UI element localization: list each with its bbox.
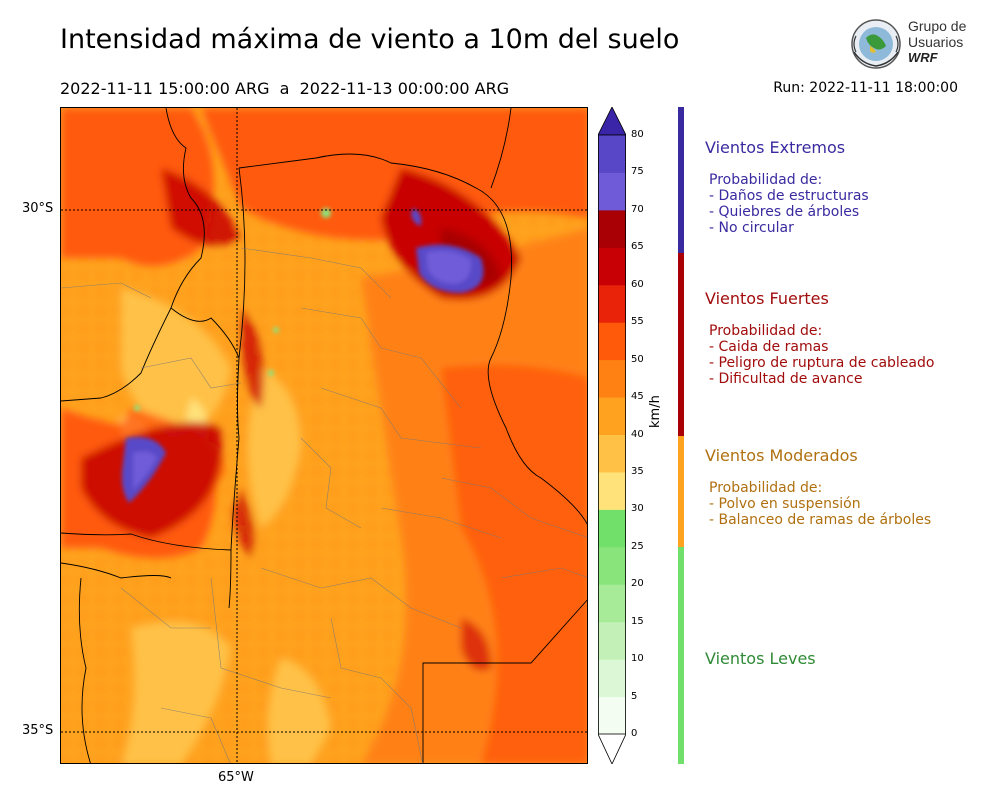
moderate-winds-item: - Balanceo de ramas de árboles — [709, 512, 932, 528]
logo-text: Grupo de Usuarios WRF — [908, 18, 966, 66]
extreme-category-bar — [678, 107, 684, 253]
colorbar-segment — [598, 584, 626, 623]
colorbar-segment — [598, 696, 626, 735]
colorbar-tick-label: 75 — [631, 166, 644, 178]
strong-winds-title: Vientos Fuertes — [705, 289, 829, 308]
extreme-winds-header: Probabilidad de: — [709, 172, 823, 188]
forecast-period: 2022-11-11 15:00:00 ARG a 2022-11-13 00:… — [60, 79, 510, 98]
logo-line1: Grupo de — [908, 18, 967, 34]
colorbar-tick-label: 40 — [631, 428, 644, 440]
colorbar-segment — [598, 284, 626, 323]
lat-label-35s: 35°S — [22, 723, 54, 738]
colorbar-segment — [598, 322, 626, 361]
colorbar-segment — [598, 434, 626, 473]
strong-winds-item: - Dificultad de avance — [709, 371, 863, 387]
light-category-bar — [678, 547, 684, 764]
colorbar-over-extension — [598, 107, 626, 136]
globe-icon — [851, 19, 901, 69]
colorbar-segment — [598, 172, 626, 211]
strong-winds-item: - Peligro de ruptura de cableado — [709, 355, 935, 371]
logo-line2: Usuarios — [908, 34, 964, 50]
colorbar-segment — [598, 471, 626, 510]
colorbar-tick-label: 80 — [631, 129, 644, 140]
map-title: Intensidad máxima de viento a 10m del su… — [60, 24, 680, 55]
run-timestamp: Run: 2022-11-11 18:00:00 — [773, 80, 958, 96]
colorbar-tick-label: 60 — [631, 278, 644, 290]
colorbar-tick-label: 50 — [631, 353, 644, 365]
colorbar-tick-label: 15 — [631, 615, 644, 627]
colorbar-tick-label: 30 — [631, 503, 644, 515]
extreme-winds-item: - Daños de estructuras — [709, 188, 869, 204]
colorbar-frame — [598, 134, 626, 735]
light-winds-title: Vientos Leves — [705, 649, 816, 668]
extreme-winds-description: Probabilidad de: - Daños de estructuras … — [709, 172, 869, 236]
strong-winds-item: - Caida de ramas — [709, 339, 829, 355]
moderate-winds-header: Probabilidad de: — [709, 480, 823, 496]
extreme-winds-title: Vientos Extremos — [705, 138, 846, 157]
extreme-winds-item: - Quiebres de árboles — [709, 204, 860, 220]
lon-label-65w: 65°W — [218, 770, 254, 785]
strong-winds-description: Probabilidad de: - Caida de ramas - Peli… — [709, 323, 934, 387]
colorbar-tick-label: 20 — [631, 578, 644, 590]
colorbar-tick-label: 0 — [631, 728, 638, 739]
colorbar-tick-label: 25 — [631, 540, 644, 552]
colorbar-segment — [598, 621, 626, 660]
colorbar-segment — [598, 135, 626, 173]
colorbar-segment — [598, 247, 626, 286]
colorbar-segment — [598, 359, 626, 398]
colorbar — [598, 107, 626, 764]
moderate-winds-title: Vientos Moderados — [705, 446, 858, 465]
strong-category-bar — [678, 253, 684, 436]
colorbar-segment — [598, 546, 626, 585]
colorbar-tick-label: 10 — [631, 653, 644, 665]
colorbar-tick-label: 70 — [631, 203, 644, 215]
colorbar-tick-label: 55 — [631, 316, 644, 328]
moderate-winds-description: Probabilidad de: - Polvo en suspensión -… — [709, 480, 931, 528]
wind-field-map — [61, 108, 587, 763]
moderate-category-bar — [678, 436, 684, 547]
colorbar-tick-label: 65 — [631, 241, 644, 253]
logo-line3: WRF — [908, 50, 938, 65]
lat-label-30s: 30°S — [22, 201, 54, 216]
wind-map — [60, 107, 588, 764]
colorbar-under-extension — [598, 733, 626, 764]
colorbar-tick-label: 45 — [631, 391, 644, 403]
extreme-winds-item: - No circular — [709, 220, 794, 236]
colorbar-segment — [598, 209, 626, 248]
colorbar-segment — [598, 659, 626, 698]
colorbar-segment — [598, 397, 626, 435]
colorbar-tick-label: 35 — [631, 465, 644, 477]
strong-winds-header: Probabilidad de: — [709, 323, 823, 339]
grupo-usuarios-wrf-logo: Grupo de Usuarios WRF — [848, 16, 968, 72]
moderate-winds-item: - Polvo en suspensión — [709, 496, 861, 512]
colorbar-unit: km/h — [648, 395, 663, 428]
colorbar-tick-label: 5 — [631, 690, 638, 702]
colorbar-segment — [598, 509, 626, 548]
